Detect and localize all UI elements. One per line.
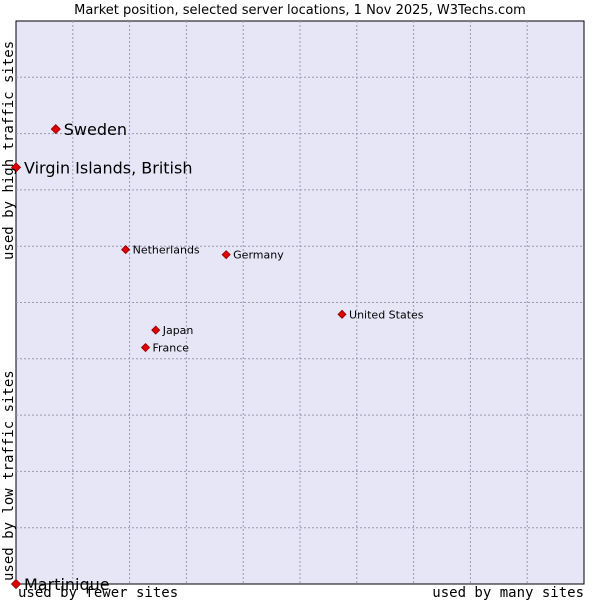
point-label-netherlands: Netherlands [133,244,200,257]
point-label-united-states: United States [349,308,424,321]
point-marker-sweden [50,124,61,135]
y-axis-label-bottom: used by low traffic sites [1,370,17,581]
data-points: Sweden Virgin Islands, British Netherlands… [10,120,424,594]
point-marker-virgin-islands-british [10,162,22,173]
y-axis-label-top: used by high traffic sites [1,41,17,260]
point-label-germany: Germany [233,249,284,262]
grid [16,21,584,584]
point-marker-france [140,342,151,353]
chart-title: Market position, selected server locatio… [74,3,526,18]
point-marker-martinique [10,578,22,590]
point-marker-netherlands [121,245,131,255]
point-label-virgin-islands-british: Virgin Islands, British [24,158,192,177]
x-axis-label-right: used by many sites [432,585,584,600]
point-label-japan: Japan [162,324,194,337]
point-label-france: France [153,342,190,355]
point-label-martinique: Martinique [24,575,110,594]
point-marker-japan [151,325,161,335]
x-axis-label-left: used by fewer sites [18,585,178,600]
point-label-sweden: Sweden [64,120,127,139]
point-marker-united-states [337,309,347,319]
point-marker-germany [221,250,231,260]
